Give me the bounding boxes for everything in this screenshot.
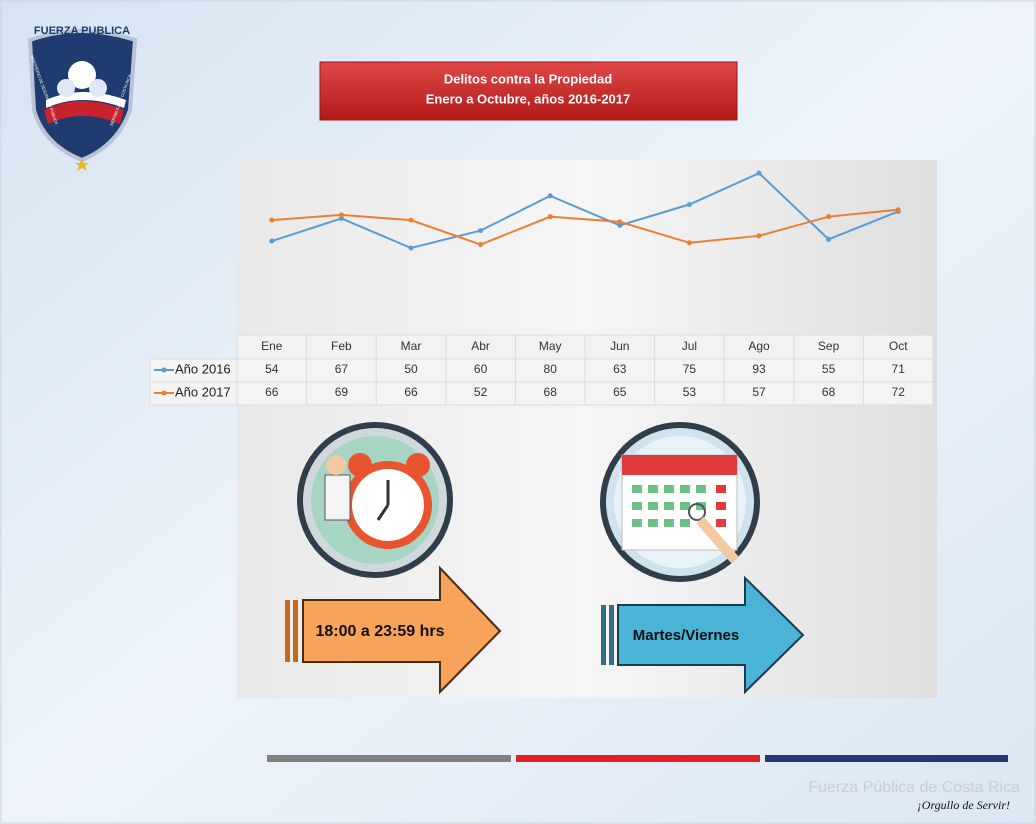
table-value: 65: [613, 385, 627, 399]
time-label: 18:00 a 23:59 hrs: [316, 623, 445, 640]
data-point: [826, 214, 831, 219]
x-tick-label: Sep: [818, 339, 840, 353]
table-value: 72: [892, 385, 906, 399]
data-point: [896, 207, 901, 212]
logo-name: FUERZA PUBLICA: [34, 25, 130, 37]
data-point: [478, 228, 483, 233]
x-tick-label: Mar: [401, 339, 422, 353]
table-value: 60: [474, 362, 488, 376]
table-value: 66: [265, 385, 279, 399]
chart-title: Delitos contra la Propiedad: [444, 71, 612, 86]
table-value: 69: [335, 385, 349, 399]
data-point: [757, 233, 762, 238]
chart-subtitle: Enero a Octubre, años 2016-2017: [426, 91, 630, 106]
days-label: Martes/Viernes: [633, 627, 739, 644]
x-tick-label: Jun: [610, 339, 629, 353]
x-tick-label: May: [539, 339, 562, 353]
table-value: 66: [404, 385, 418, 399]
data-point: [757, 171, 762, 176]
data-point: [548, 214, 553, 219]
slide: FUERZA PUBLICA MINISTERIO DE SEGURIDAD P…: [0, 0, 1036, 824]
table-value: 53: [683, 385, 697, 399]
legend-label: Año 2016: [175, 361, 231, 376]
footer-bar: [765, 755, 1008, 762]
x-tick-label: Feb: [331, 339, 352, 353]
x-tick-label: Jul: [682, 339, 697, 353]
table-value: 68: [822, 385, 836, 399]
footer-motto: ¡Orgullo de Servir!: [917, 798, 1010, 812]
calendar-icon: [600, 422, 760, 582]
table-value: 71: [892, 362, 906, 376]
footer-org: Fuerza Pública de Costa Rica: [808, 779, 1020, 796]
table-value: 52: [474, 385, 488, 399]
table-value: 80: [544, 362, 558, 376]
table-value: 57: [752, 385, 766, 399]
data-point: [826, 237, 831, 242]
table-value: 67: [335, 362, 349, 376]
table-value: 63: [613, 362, 627, 376]
data-table: Ene Feb Mar Abr May Jun Jul Ago Sep Oct Año 2016 54…: [150, 335, 933, 405]
x-tick-label: Abr: [471, 339, 490, 353]
data-point: [548, 193, 553, 198]
x-tick-label: Ene: [261, 339, 283, 353]
data-point: [687, 240, 692, 245]
table-value: 54: [265, 362, 279, 376]
data-point: [617, 219, 622, 224]
table-value: 55: [822, 362, 836, 376]
data-point: [269, 218, 274, 223]
table-value: 50: [404, 362, 418, 376]
legend-label: Año 2017: [175, 384, 231, 399]
data-point: [478, 242, 483, 247]
data-point: [339, 212, 344, 217]
legend-swatch-dot: [162, 391, 167, 396]
clock-icon: [297, 422, 453, 578]
footer-bar: [516, 755, 760, 762]
data-point: [409, 246, 414, 251]
data-point: [409, 218, 414, 223]
data-point: [687, 202, 692, 207]
legend-swatch-dot: [162, 368, 167, 373]
footer-bar: [267, 755, 511, 762]
table-value: 68: [544, 385, 558, 399]
x-tick-label: Oct: [889, 339, 908, 353]
data-point: [269, 239, 274, 244]
x-tick-label: Ago: [748, 339, 770, 353]
table-value: 93: [752, 362, 766, 376]
table-value: 75: [683, 362, 697, 376]
